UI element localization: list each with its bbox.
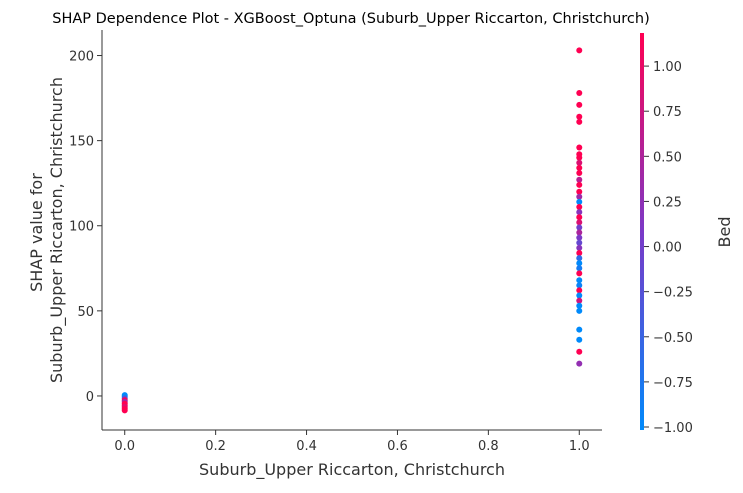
y-tick-label: 50 xyxy=(77,305,94,320)
scatter-point xyxy=(576,277,583,284)
scatter-point xyxy=(576,214,583,221)
scatter-point xyxy=(576,89,583,96)
colorbar xyxy=(640,33,644,430)
scatter-point xyxy=(576,209,583,216)
y-axis-label-line1: SHAP value for xyxy=(27,173,46,292)
scatter-point xyxy=(576,234,583,241)
scatter-point xyxy=(576,224,583,231)
scatter-point xyxy=(576,239,583,246)
colorbar-ticks: 1.00 0.75 0.50 0.25 0.00 −0.25 −0.50 −0.75 −1.00 xyxy=(644,60,693,436)
scatter-point xyxy=(576,144,583,151)
scatter-point xyxy=(576,360,583,367)
scatter-point xyxy=(576,193,583,200)
scatter-point xyxy=(576,164,583,171)
y-axis-label-line2: Suburb_Upper Riccarton, Christchurch xyxy=(47,77,67,383)
scatter-point xyxy=(576,287,583,294)
y-tick-label: 100 xyxy=(69,220,94,235)
scatter-point xyxy=(576,255,583,262)
colorbar-tick-label: 0.50 xyxy=(653,150,682,165)
chart-title: SHAP Dependence Plot - XGBoost_Optuna (S… xyxy=(52,11,650,27)
scatter-point xyxy=(576,282,583,289)
scatter-point xyxy=(576,169,583,176)
scatter-point xyxy=(576,297,583,304)
scatter-point xyxy=(121,407,128,414)
scatter-point xyxy=(576,101,583,108)
colorbar-tick-label: −0.25 xyxy=(653,286,693,301)
scatter-point xyxy=(576,181,583,188)
scatter-point xyxy=(576,198,583,205)
x-tick-label: 0.4 xyxy=(296,439,317,454)
scatter-point xyxy=(576,176,583,183)
scatter-point xyxy=(576,260,583,267)
scatter-point xyxy=(576,270,583,277)
scatter-point xyxy=(576,204,583,211)
scatter-point xyxy=(576,307,583,314)
scatter-point xyxy=(576,249,583,256)
colorbar-tick-label: −0.75 xyxy=(653,376,693,391)
scatter-point xyxy=(576,292,583,299)
scatter-point xyxy=(576,118,583,125)
colorbar-tick-label: 0.75 xyxy=(653,105,682,120)
x-tick-label: 1.0 xyxy=(569,439,590,454)
scatter-point xyxy=(576,229,583,236)
colorbar-tick-label: −1.00 xyxy=(653,421,693,436)
scatter-point xyxy=(576,244,583,251)
scatter-point xyxy=(576,219,583,226)
y-axis-label: SHAP value for Suburb_Upper Riccarton, C… xyxy=(27,77,67,383)
scatter-point xyxy=(576,154,583,161)
x-tick-label: 0.6 xyxy=(387,439,408,454)
colorbar-tick-label: −0.50 xyxy=(653,331,693,346)
x-axis-label: Suburb_Upper Riccarton, Christchurch xyxy=(199,460,505,480)
y-tick-label: 200 xyxy=(69,50,94,65)
scatter-point xyxy=(576,326,583,333)
colorbar-label: Bed xyxy=(715,217,734,248)
scatter-point xyxy=(576,348,583,355)
scatter-point xyxy=(576,159,583,166)
x-tick-label: 0.8 xyxy=(478,439,499,454)
scatter-point xyxy=(576,188,583,195)
y-axis-ticks: 0 50 100 150 200 xyxy=(69,50,102,405)
y-tick-label: 150 xyxy=(69,135,94,150)
y-tick-label: 0 xyxy=(86,390,94,405)
scatter-point xyxy=(576,47,583,54)
x-tick-label: 0.0 xyxy=(114,439,135,454)
scatter-point xyxy=(576,265,583,272)
scatter-point xyxy=(576,302,583,309)
scatter-points xyxy=(121,47,583,414)
colorbar-tick-label: 0.00 xyxy=(653,241,682,256)
scatter-point xyxy=(576,113,583,120)
x-axis-ticks: 0.0 0.2 0.4 0.6 0.8 1.0 xyxy=(114,430,590,454)
scatter-point xyxy=(576,336,583,343)
colorbar-tick-label: 0.25 xyxy=(653,195,682,210)
colorbar-tick-label: 1.00 xyxy=(653,60,682,75)
x-tick-label: 0.2 xyxy=(205,439,226,454)
